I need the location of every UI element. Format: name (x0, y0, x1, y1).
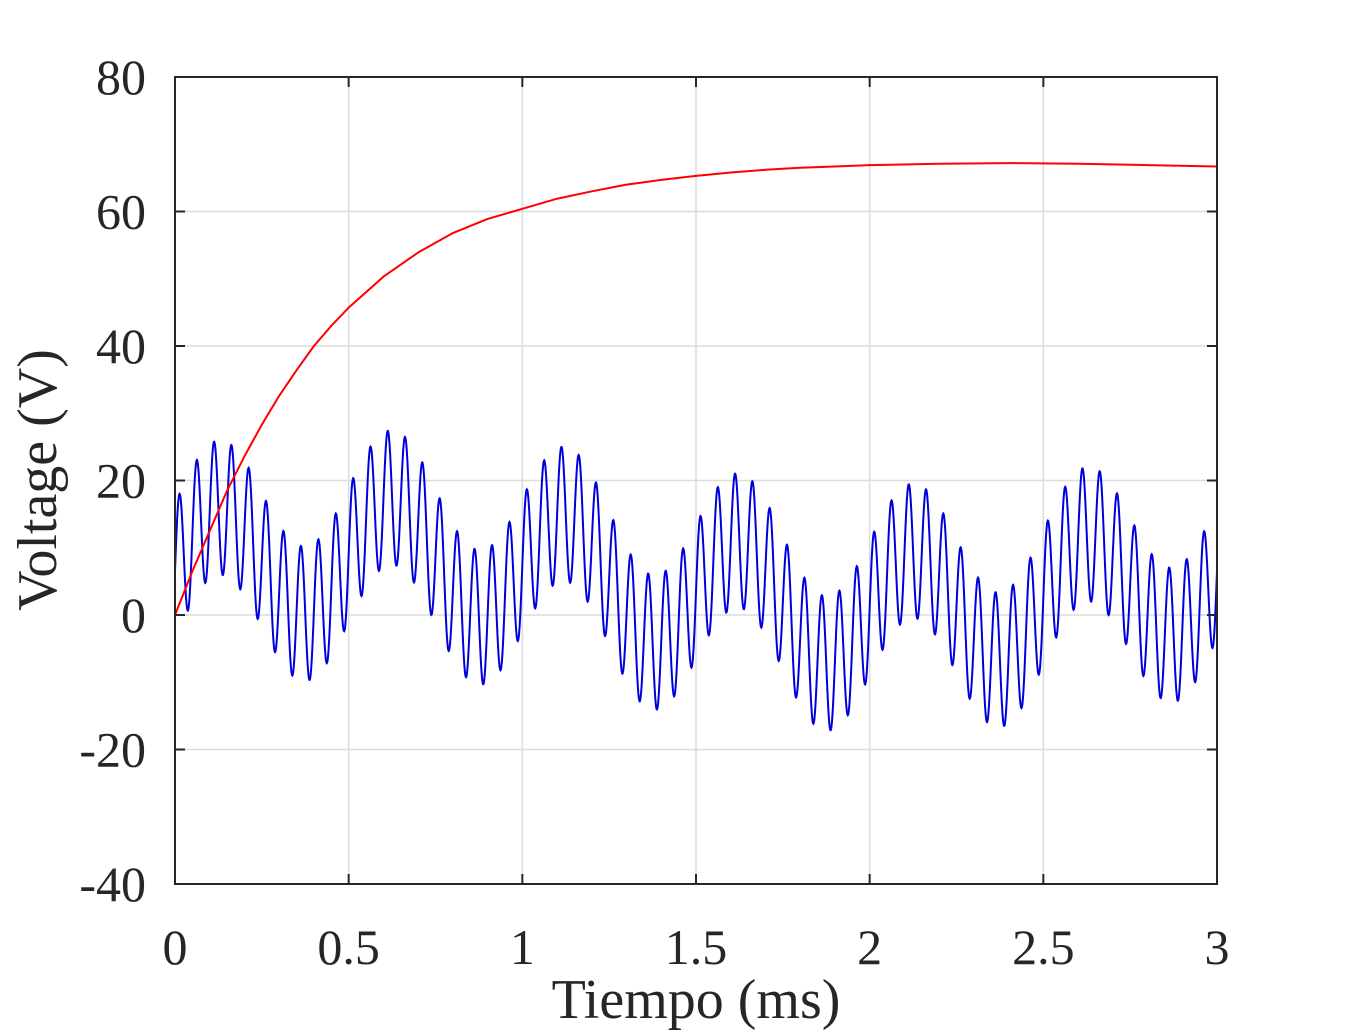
x-tick-label: 1.5 (665, 919, 728, 975)
y-tick-label: 20 (96, 453, 146, 509)
y-tick-label: 80 (96, 49, 146, 105)
x-tick-label: 2 (857, 919, 882, 975)
series-layer (174, 162, 1218, 732)
series-line-blue (174, 429, 1218, 732)
series-line-red (174, 162, 1218, 616)
x-tick-label: 2.5 (1012, 919, 1075, 975)
y-tick-label: 40 (96, 318, 146, 374)
x-tick-label: 3 (1205, 919, 1230, 975)
y-tick-label: -20 (79, 722, 146, 778)
y-tick-label: 0 (121, 587, 146, 643)
x-tick-label: 1 (510, 919, 535, 975)
y-tick-label: 60 (96, 184, 146, 240)
x-axis-label: Tiempo (ms) (552, 969, 841, 1030)
tick-marks (174, 76, 1218, 885)
x-tick-label: 0.5 (317, 919, 380, 975)
y-tick-label: -40 (79, 856, 146, 912)
x-tick-labels: 0 0.5 1 1.5 2 2.5 3 (163, 919, 1230, 975)
y-tick-labels: -40 -20 0 20 40 60 80 (79, 49, 146, 912)
y-axis-label: Voltage (V) (7, 349, 69, 611)
x-tick-label: 0 (163, 919, 188, 975)
